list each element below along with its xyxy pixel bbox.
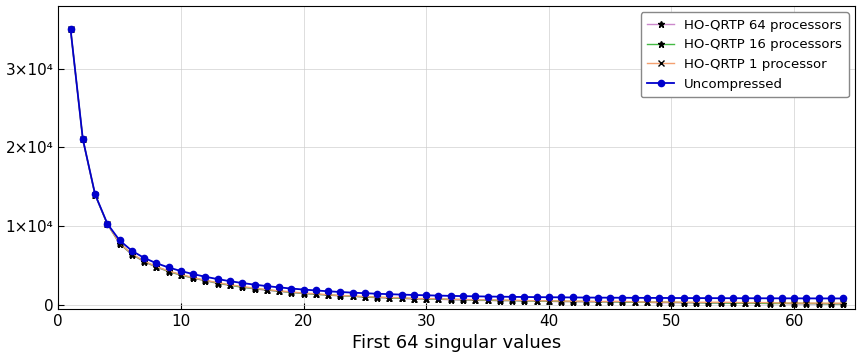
HO-QRTP 16 processors — [65, 27, 76, 32]
Uncompressed — [494, 295, 505, 299]
HO-QRTP 64 processors — [384, 296, 394, 300]
HO-QRTP 64 processors — [164, 270, 174, 274]
HO-QRTP 1 processor — [838, 301, 848, 305]
Uncompressed — [384, 292, 394, 296]
Uncompressed — [568, 295, 579, 300]
HO-QRTP 64 processors — [65, 27, 76, 32]
Uncompressed — [556, 295, 567, 300]
Line: HO-QRTP 16 processors: HO-QRTP 16 processors — [67, 26, 846, 307]
HO-QRTP 16 processors — [446, 297, 456, 301]
HO-QRTP 16 processors — [568, 299, 579, 304]
HO-QRTP 1 processor — [446, 297, 456, 301]
Uncompressed — [838, 296, 848, 301]
X-axis label: First 64 singular values: First 64 singular values — [352, 334, 561, 352]
HO-QRTP 1 processor — [494, 298, 505, 302]
HO-QRTP 64 processors — [568, 299, 579, 304]
HO-QRTP 16 processors — [556, 299, 567, 304]
HO-QRTP 64 processors — [556, 300, 567, 304]
Uncompressed — [164, 265, 174, 270]
HO-QRTP 1 processor — [384, 295, 394, 300]
Legend: HO-QRTP 64 processors, HO-QRTP 16 processors, HO-QRTP 1 processor, Uncompressed: HO-QRTP 64 processors, HO-QRTP 16 proces… — [641, 12, 849, 97]
HO-QRTP 16 processors — [164, 269, 174, 274]
HO-QRTP 16 processors — [384, 296, 394, 300]
Line: HO-QRTP 64 processors: HO-QRTP 64 processors — [67, 26, 846, 308]
HO-QRTP 1 processor — [65, 27, 76, 32]
Line: Uncompressed: Uncompressed — [67, 26, 846, 301]
HO-QRTP 16 processors — [826, 302, 836, 306]
HO-QRTP 1 processor — [568, 299, 579, 304]
HO-QRTP 16 processors — [838, 301, 848, 306]
Uncompressed — [446, 294, 456, 298]
HO-QRTP 1 processor — [556, 299, 567, 303]
HO-QRTP 64 processors — [838, 302, 848, 306]
Uncompressed — [65, 27, 76, 32]
Line: HO-QRTP 1 processor: HO-QRTP 1 processor — [67, 26, 846, 307]
HO-QRTP 64 processors — [446, 297, 456, 302]
HO-QRTP 64 processors — [494, 299, 505, 303]
HO-QRTP 16 processors — [494, 298, 505, 303]
HO-QRTP 1 processor — [164, 269, 174, 273]
